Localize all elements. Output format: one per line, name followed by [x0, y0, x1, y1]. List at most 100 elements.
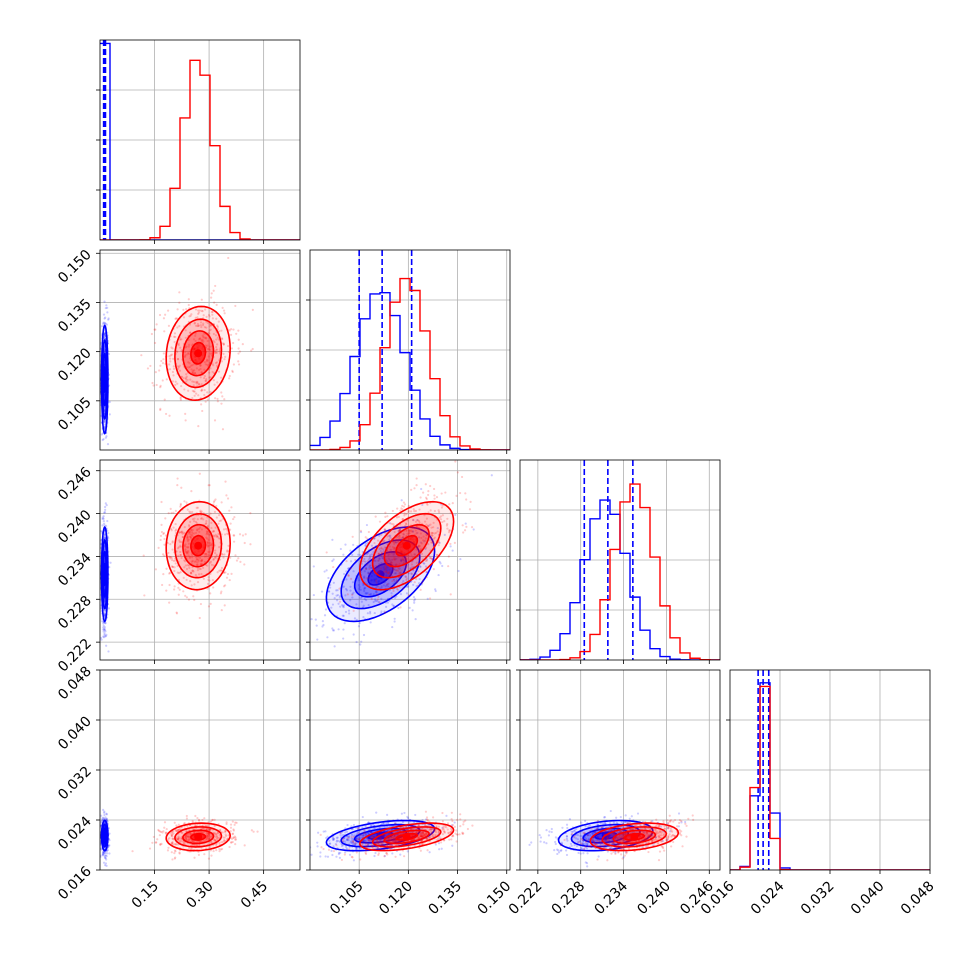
scatter-point: [222, 428, 224, 430]
x-tick-label: 0.45: [238, 878, 271, 911]
scatter-point: [403, 855, 405, 857]
scatter-point: [100, 820, 102, 822]
scatter-point: [211, 292, 213, 294]
scatter-point: [251, 829, 253, 831]
scatter-point: [161, 584, 163, 586]
panel-0-0: [96, 40, 300, 244]
scatter-point: [163, 532, 165, 534]
scatter-point: [157, 547, 159, 549]
scatter-point: [234, 836, 236, 838]
scatter-point: [368, 531, 370, 533]
scatter-point: [221, 501, 223, 503]
scatter-point: [433, 488, 435, 490]
scatter-point: [221, 395, 223, 397]
scatter-point: [164, 314, 166, 316]
scatter-point: [105, 304, 107, 306]
scatter-point: [225, 823, 227, 825]
scatter-point: [184, 413, 186, 415]
scatter-point: [156, 323, 158, 325]
scatter-point: [339, 857, 341, 859]
scatter-point: [450, 545, 452, 547]
scatter-point: [462, 823, 464, 825]
scatter-point: [210, 603, 212, 605]
scatter-point: [108, 317, 110, 319]
scatter-point: [426, 816, 428, 818]
scatter-point: [491, 474, 493, 476]
scatter-point: [332, 629, 334, 631]
scatter-point: [420, 589, 422, 591]
scatter-point: [397, 607, 399, 609]
scatter-point: [365, 536, 367, 538]
scatter-point: [331, 854, 333, 856]
scatter-point: [321, 625, 323, 627]
histogram-1: [100, 60, 300, 240]
scatter-point: [234, 822, 236, 824]
scatter-point: [413, 602, 415, 604]
scatter-point: [465, 522, 467, 524]
panel-2-1: [281, 460, 510, 664]
scatter-point: [164, 821, 166, 823]
scatter-point: [459, 492, 461, 494]
scatter-point: [375, 812, 377, 814]
scatter-point: [237, 352, 239, 354]
scatter-point: [227, 573, 229, 575]
scatter-point: [164, 517, 166, 519]
scatter-point: [399, 606, 401, 608]
scatter-point: [399, 854, 401, 856]
scatter-point: [205, 401, 207, 403]
scatter-point: [384, 512, 386, 514]
scatter-point: [243, 563, 245, 565]
scatter-point: [109, 401, 111, 403]
scatter-point: [220, 403, 222, 405]
scatter-point: [176, 484, 178, 486]
scatter-point: [392, 510, 394, 512]
scatter-point: [201, 299, 203, 301]
y-tick-label: 0.150: [55, 247, 95, 287]
scatter-point: [429, 597, 431, 599]
scatter-point: [151, 842, 153, 844]
panel-3-1: 0.105 0.120 0.135 0.150: [285, 670, 514, 918]
scatter-point: [340, 548, 342, 550]
scatter-point: [469, 508, 471, 510]
scatter-point: [188, 304, 190, 306]
scatter-point: [232, 328, 234, 330]
scatter-point: [212, 586, 214, 588]
scatter-point: [178, 291, 180, 293]
scatter-point: [185, 501, 187, 503]
panel-2-0: 0.2220.2280.2340.2400.246: [55, 460, 300, 675]
scatter-point: [235, 333, 237, 335]
scatter-point: [151, 333, 153, 335]
scatter-point: [109, 413, 111, 415]
scatter-point: [176, 477, 178, 479]
scatter-point: [193, 857, 195, 859]
scatter-point: [338, 853, 340, 855]
scatter-point: [166, 378, 168, 380]
scatter-point: [332, 566, 334, 568]
scatter-point: [353, 836, 355, 838]
scatter-point: [350, 578, 352, 580]
scatter-point: [197, 425, 199, 427]
scatter-point: [402, 587, 404, 589]
scatter-point: [339, 601, 341, 603]
scatter-point: [108, 844, 110, 846]
scatter-point: [101, 433, 103, 435]
scatter-point: [180, 487, 182, 489]
scatter-point: [186, 817, 188, 819]
scatter-point: [201, 410, 203, 412]
scatter-point: [156, 838, 158, 840]
scatter-point: [426, 576, 428, 578]
scatter-point: [177, 587, 179, 589]
scatter-point: [352, 544, 354, 546]
scatter-point: [200, 403, 202, 405]
scatter-point: [316, 624, 318, 626]
scatter-point: [297, 649, 299, 651]
scatter-point: [239, 533, 241, 535]
scatter-point: [194, 815, 196, 817]
scatter-point: [160, 535, 162, 537]
scatter-point: [465, 498, 467, 500]
scatter-point: [285, 610, 287, 612]
scatter-point: [159, 834, 161, 836]
scatter-point: [321, 590, 323, 592]
scatter-point: [286, 653, 288, 655]
scatter-point: [210, 855, 212, 857]
